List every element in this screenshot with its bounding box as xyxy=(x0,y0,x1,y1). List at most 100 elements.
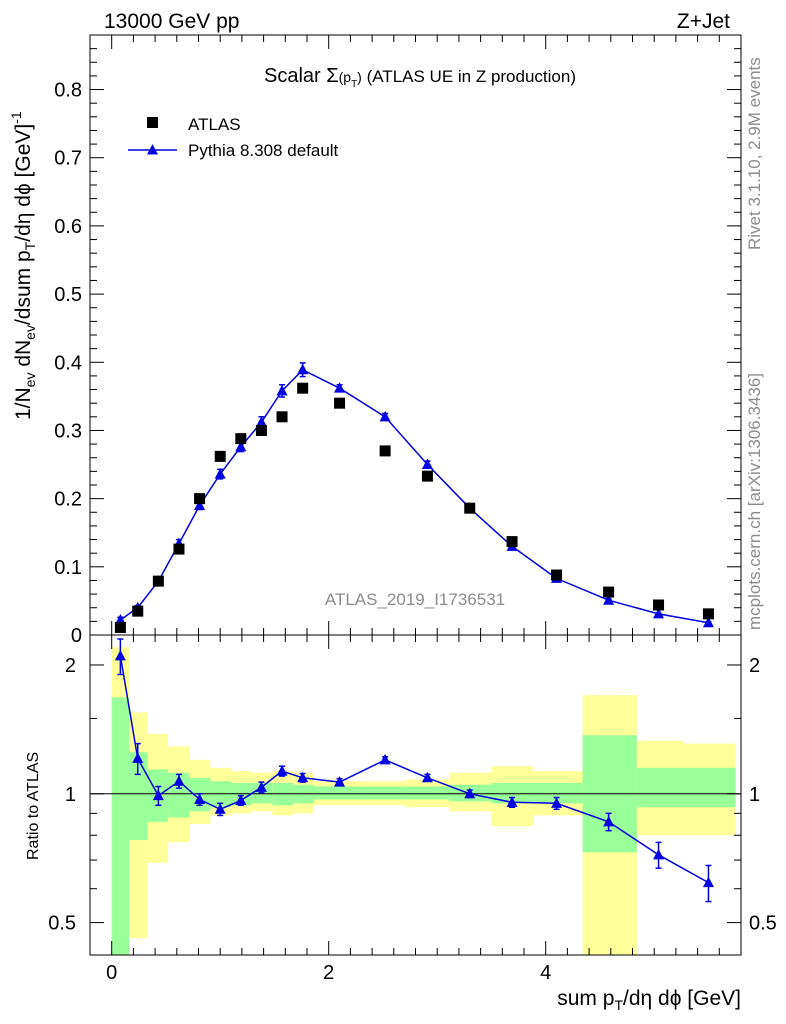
watermark: ATLAS_2019_I1736531 xyxy=(325,590,505,609)
atlas-point xyxy=(132,605,144,617)
watermark-group: ATLAS_2019_I1736531 xyxy=(325,590,505,609)
ratio-panel-series xyxy=(90,638,741,903)
header-right: Z+Jet xyxy=(677,10,730,33)
pythia-point xyxy=(194,499,206,510)
y-tick-label: 0.7 xyxy=(54,148,82,170)
main-panel-ylabel: 1/Nev dNev/dsum pT/dη dϕ [GeV]-1 xyxy=(8,111,38,420)
pythia-point xyxy=(235,440,247,452)
ratio-point xyxy=(152,789,164,801)
ratio-point xyxy=(297,771,309,783)
ratio-y-axis-label: Ratio to ATLAS xyxy=(25,752,42,860)
band-inner xyxy=(405,786,450,800)
ratio-point xyxy=(464,787,476,799)
ratio-point xyxy=(603,815,615,827)
atlas-point xyxy=(653,599,665,611)
band-inner xyxy=(491,782,534,804)
atlas-point xyxy=(551,569,563,581)
legend: ATLAS Pythia 8.308 default xyxy=(128,115,339,160)
legend-marker-pythia xyxy=(147,144,158,155)
y-tick-label: 0.5 xyxy=(54,284,82,306)
pythia-point xyxy=(379,410,391,422)
ratio-point xyxy=(506,796,518,807)
band-inner xyxy=(683,767,736,808)
ratio-point xyxy=(702,876,714,888)
y-tick-label: 0.8 xyxy=(54,80,82,102)
ratio-point xyxy=(551,797,563,808)
legend-marker-atlas xyxy=(147,117,158,128)
side-label-rivet: Rivet 3.1.10, 2.9M events xyxy=(745,57,764,250)
pythia-point xyxy=(334,382,346,393)
legend-label-atlas: ATLAS xyxy=(188,115,241,134)
ratio-panel-axes: 0.5 0.5 1 1 2 2 0 2 4 xyxy=(48,634,777,984)
atlas-point xyxy=(464,502,476,514)
atlas-point xyxy=(214,450,226,462)
pythia-line xyxy=(119,368,709,624)
ratio-point xyxy=(255,781,267,792)
atlas-point xyxy=(235,433,247,445)
ratio-y-tick-label-right: 1 xyxy=(749,784,760,806)
ratio-point xyxy=(421,771,433,783)
ratio-point xyxy=(114,649,126,661)
legend-label-pythia: Pythia 8.308 default xyxy=(188,141,339,160)
ratio-point xyxy=(653,848,665,860)
ratio-uncertainty-bands xyxy=(111,647,736,955)
band-inner xyxy=(365,786,406,800)
y-tick-label: 0.1 xyxy=(54,557,82,579)
pythia-point xyxy=(653,607,665,619)
pythia-point xyxy=(255,416,267,427)
atlas-point xyxy=(276,411,288,423)
band-inner xyxy=(111,697,130,955)
y-axis-label: 1/Nev dNev/dsum pT/dη dϕ [GeV]-1 xyxy=(8,111,38,420)
y-tick-label: 0 xyxy=(71,625,82,647)
ratio-y-tick-label-right: 2 xyxy=(749,655,760,677)
ratio-point xyxy=(132,752,144,763)
x-axis-label: sum pT/dη dϕ [GeV] xyxy=(557,987,741,1013)
band-inner xyxy=(313,786,366,800)
ratio-point xyxy=(214,803,226,814)
ratio-point xyxy=(173,775,185,786)
pythia-point xyxy=(603,594,615,605)
ratio-y-tick-label: 1 xyxy=(65,784,76,806)
pythia-point xyxy=(214,468,226,479)
side-label-mcplots: mcplots.cern.ch [arXiv:1306.3436] xyxy=(745,373,764,630)
pythia-point xyxy=(276,384,288,396)
band-inner xyxy=(636,767,684,808)
y-tick-label: 0.6 xyxy=(54,216,82,238)
y-tick-label: 0.3 xyxy=(54,420,82,442)
ratio-point xyxy=(235,794,247,805)
y-tick-label: 0.4 xyxy=(54,352,82,374)
main-panel-title: Scalar Σ(pT) (ATLAS UE in Z production) xyxy=(264,65,576,90)
atlas-point xyxy=(114,622,126,633)
y-tick-label: 0.2 xyxy=(54,489,82,511)
atlas-point xyxy=(506,536,518,548)
band-inner xyxy=(533,782,583,804)
ratio-point xyxy=(334,776,346,787)
ratio-panel-labels: Ratio to ATLAS sum pT/dη dϕ [GeV] xyxy=(25,752,741,1013)
pythia-point xyxy=(297,363,309,375)
ratio-y-tick-label: 0.5 xyxy=(48,913,76,935)
main-panel-axes: 0 0.1 0.2 0.3 0.4 0.5 0.6 0.7 0.8 xyxy=(54,34,742,647)
header-left: 13000 GeV pp xyxy=(104,10,239,33)
ratio-point xyxy=(379,753,391,765)
pythia-point xyxy=(702,616,714,628)
pythia-point xyxy=(114,614,126,625)
atlas-point xyxy=(152,575,164,587)
atlas-point xyxy=(194,493,206,505)
ratio-point xyxy=(276,765,288,776)
x-tick-label: 2 xyxy=(323,962,334,984)
atlas-point xyxy=(421,470,433,482)
pythia-point xyxy=(421,458,433,470)
atlas-point xyxy=(379,445,391,457)
chart-title: Scalar Σ(pT) (ATLAS UE in Z production) xyxy=(264,65,576,90)
atlas-point xyxy=(173,543,185,555)
atlas-point xyxy=(702,608,714,620)
atlas-point xyxy=(297,382,309,394)
x-tick-label: 4 xyxy=(540,962,551,984)
band-inner xyxy=(168,772,190,818)
x-tick-label: 0 xyxy=(106,962,117,984)
atlas-point xyxy=(334,397,346,409)
ratio-y-tick-label: 2 xyxy=(65,655,76,677)
ratio-y-tick-label-right: 0.5 xyxy=(749,913,777,935)
main-panel-series xyxy=(114,362,714,633)
